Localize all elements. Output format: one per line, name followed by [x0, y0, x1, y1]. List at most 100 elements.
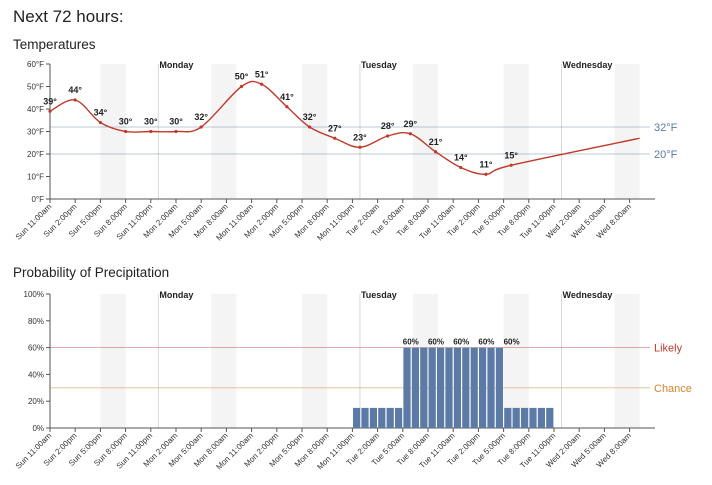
- temperature-point: [260, 82, 264, 86]
- precipitation-bar: [512, 407, 520, 428]
- temperature-point: [333, 136, 337, 140]
- temperature-point: [149, 129, 153, 134]
- temp-reference-label: 20°F: [654, 149, 678, 161]
- temperature-point: [358, 145, 362, 149]
- precipitation-value-label: 60%: [403, 338, 419, 347]
- temp-y-tick-label: 10°F: [27, 173, 44, 182]
- temperature-value-label: 21°: [429, 137, 443, 147]
- precip-day-label: Tuesday: [361, 290, 397, 300]
- precipitation-bar: [395, 407, 403, 428]
- temperature-value-label: 32°: [303, 112, 317, 122]
- temperature-value-label: 29°: [404, 119, 418, 129]
- precipitation-bar: [445, 347, 453, 428]
- precipitation-bar: [504, 407, 512, 428]
- temperature-point: [408, 132, 412, 136]
- temperature-line: [49, 80, 640, 175]
- precipitation-bar: [453, 347, 461, 428]
- temperature-point: [459, 165, 463, 170]
- temperature-value-label: 14°: [454, 153, 468, 163]
- precip-night-band: [100, 294, 126, 428]
- temp-y-tick-label: 60°F: [27, 60, 44, 69]
- precipitation-bar: [369, 407, 377, 428]
- precip-y-tick-label: 20%: [28, 397, 44, 406]
- precipitation-bar: [487, 347, 495, 428]
- temp-y-tick-label: 40°F: [27, 105, 44, 114]
- temp-y-tick-label: 0°F: [31, 195, 44, 204]
- precip-night-band: [302, 294, 328, 428]
- temp-y-tick-label: 50°F: [27, 83, 44, 92]
- precipitation-value-label: 60%: [478, 338, 494, 347]
- precipitation-bar: [386, 407, 394, 428]
- temperature-value-label: 44°: [68, 85, 82, 95]
- temperature-point: [174, 129, 178, 134]
- temperature-value-label: 39°: [43, 96, 57, 106]
- temperature-point: [484, 172, 488, 176]
- precip-day-label: Wednesday: [563, 290, 613, 300]
- temp-night-band: [302, 64, 328, 199]
- precipitation-value-label: 60%: [504, 338, 520, 347]
- temp-night-band: [100, 64, 126, 199]
- temperature-point: [386, 134, 390, 138]
- temperature-point: [124, 129, 128, 134]
- temperature-point: [98, 120, 102, 125]
- page-heading: Next 72 hours:: [13, 7, 124, 26]
- precip-reference-label: Chance: [654, 383, 692, 395]
- precipitation-bar: [537, 407, 545, 428]
- temp-night-band: [503, 64, 529, 199]
- precip-y-tick-label: 60%: [28, 344, 44, 353]
- temperature-value-label: 32°: [194, 112, 208, 122]
- precipitation-bar: [462, 347, 470, 428]
- temperature-point: [307, 125, 312, 129]
- temperature-value-label: 51°: [255, 69, 269, 79]
- temperature-point: [509, 163, 513, 167]
- precip-day-label: Monday: [159, 290, 193, 300]
- precipitation-bar: [420, 347, 428, 428]
- temperature-value-label: 30°: [169, 117, 183, 127]
- temperature-point: [239, 84, 244, 89]
- precipitation-bar: [521, 407, 529, 428]
- precipitation-value-label: 60%: [428, 338, 444, 347]
- temperature-chart: Monday Tuesday Wednesday 0°F 10°F 20°F 30°F 40°…: [14, 60, 678, 243]
- precipitation-bar: [411, 347, 419, 428]
- temperature-value-label: 11°: [479, 159, 493, 169]
- temperature-point: [285, 105, 289, 109]
- precip-night-band: [503, 294, 529, 428]
- temp-day-label: Tuesday: [361, 60, 397, 70]
- precipitation-bar: [378, 407, 386, 428]
- temperature-value-label: 23°: [353, 132, 367, 142]
- temp-y-tick-label: 30°F: [27, 128, 44, 137]
- temperature-value-label: 50°: [235, 72, 249, 82]
- temperature-value-label: 28°: [381, 121, 395, 131]
- precipitation-bar: [353, 407, 361, 428]
- precipitation-bar: [529, 407, 537, 428]
- temperature-point: [48, 109, 52, 113]
- precip-y-tick-label: 80%: [28, 317, 44, 326]
- temp-y-tick-label: 20°F: [27, 150, 44, 159]
- precipitation-bar: [470, 347, 478, 428]
- temp-reference-label: 32°F: [654, 122, 678, 134]
- temp-night-band: [211, 64, 237, 199]
- precipitation-bar: [361, 407, 369, 428]
- temp-night-band: [412, 64, 439, 199]
- temp-night-band: [614, 64, 640, 199]
- temperature-title: Temperatures: [13, 37, 96, 52]
- precipitation-bar: [479, 347, 487, 428]
- precipitation-bar: [546, 407, 554, 428]
- precip-night-band: [211, 294, 237, 428]
- precipitation-bar: [495, 347, 503, 428]
- temp-day-label: Monday: [159, 60, 193, 70]
- precip-night-band: [614, 294, 640, 428]
- temperature-value-label: 27°: [328, 123, 342, 133]
- precip-y-tick-label: 40%: [28, 370, 44, 379]
- precip-y-tick-label: 0%: [32, 424, 44, 433]
- precipitation-bar: [403, 347, 411, 428]
- temperature-value-label: 34°: [94, 108, 108, 118]
- precipitation-bar: [437, 347, 445, 428]
- precip-reference-label: Likely: [654, 343, 683, 355]
- precipitation-chart: Monday Tuesday Wednesday 0% 20% 40% 60% 80% 100%…: [14, 290, 692, 472]
- precipitation-value-label: 60%: [453, 338, 469, 347]
- precipitation-bar: [428, 347, 436, 428]
- temperature-value-label: 30°: [119, 117, 133, 127]
- temperature-point: [199, 125, 203, 129]
